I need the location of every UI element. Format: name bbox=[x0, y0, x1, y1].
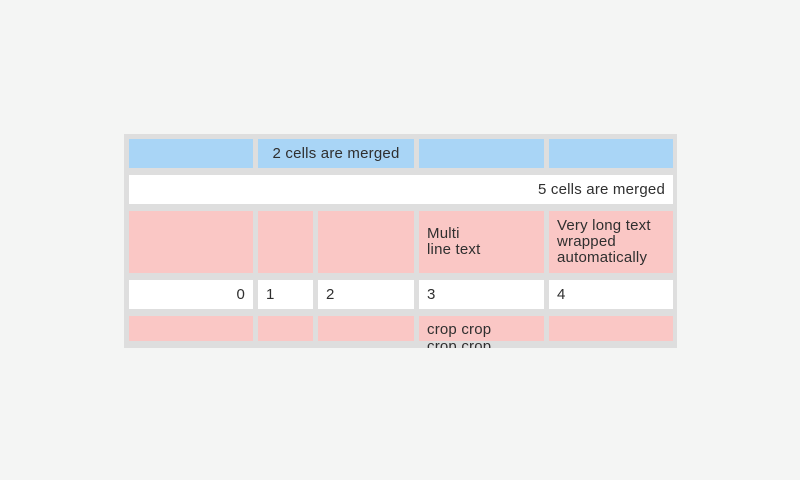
number-cell-4[interactable]: 4 bbox=[549, 280, 673, 309]
wrapped-text-cell[interactable]: Very long text wrapped automatically bbox=[549, 211, 673, 273]
cropped-cell-4[interactable] bbox=[549, 316, 673, 341]
cropped-row: crop crop crop crop bbox=[129, 316, 673, 348]
header-cell-merged-2[interactable]: 2 cells are merged bbox=[258, 139, 414, 168]
header-cell-4[interactable] bbox=[549, 139, 673, 168]
full-merge-row: 5 cells are merged bbox=[129, 175, 673, 204]
header-cell-0[interactable] bbox=[129, 139, 253, 168]
cropped-cell-2[interactable] bbox=[318, 316, 414, 341]
number-cell-2[interactable]: 2 bbox=[318, 280, 414, 309]
header-cell-3[interactable] bbox=[419, 139, 544, 168]
number-cell-3[interactable]: 3 bbox=[419, 280, 544, 309]
multiline-text-cell[interactable]: Multi line text bbox=[419, 211, 544, 273]
pink-cell-1[interactable] bbox=[258, 211, 313, 273]
multiline-row: Multi line text Very long text wrapped a… bbox=[129, 211, 673, 273]
number-cell-1[interactable]: 1 bbox=[258, 280, 313, 309]
cropped-cell-0[interactable] bbox=[129, 316, 253, 341]
crop-text-cell[interactable]: crop crop crop crop bbox=[419, 316, 544, 348]
header-row: 2 cells are merged bbox=[129, 139, 673, 168]
table-widget[interactable]: 2 cells are merged 5 cells are merged Mu… bbox=[124, 134, 677, 348]
number-cell-0[interactable]: 0 bbox=[129, 280, 253, 309]
full-merge-cell[interactable]: 5 cells are merged bbox=[129, 175, 673, 204]
cropped-cell-1[interactable] bbox=[258, 316, 313, 341]
pink-cell-2[interactable] bbox=[318, 211, 414, 273]
numbers-row: 0 1 2 3 4 bbox=[129, 280, 673, 309]
pink-cell-0[interactable] bbox=[129, 211, 253, 273]
